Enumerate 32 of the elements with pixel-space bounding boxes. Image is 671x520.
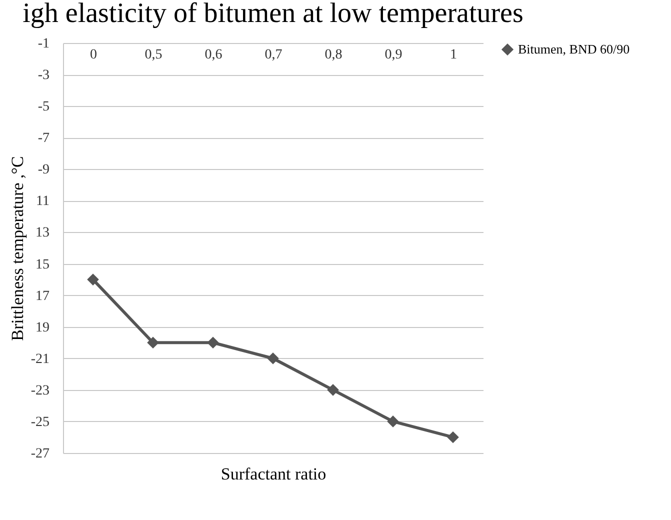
y-tick-label: 15 xyxy=(36,257,50,272)
x-tick-label: 0,8 xyxy=(324,48,342,62)
point xyxy=(387,416,399,428)
y-tick-label: -3 xyxy=(38,68,50,84)
y-tick-label: -25 xyxy=(30,414,50,430)
x-tick-label: 0,9 xyxy=(384,48,402,62)
y-tick-label: -5 xyxy=(38,100,50,115)
y-tick-label: 11 xyxy=(36,194,50,210)
point xyxy=(87,274,99,286)
point xyxy=(147,336,159,349)
x-axis-title: Surfactant ratio xyxy=(220,464,326,484)
x-tick-label: 1 xyxy=(450,48,457,62)
y-tick-label: -1 xyxy=(38,36,50,52)
y-tick-label: -7 xyxy=(38,131,50,146)
point xyxy=(267,352,279,364)
y-tick-label: 13 xyxy=(36,226,50,241)
legend-label: Bitumen, BND 60/90 xyxy=(518,42,630,56)
chart-title: igh elasticity of bitumen at low temperatures xyxy=(22,0,524,29)
x-tick-label: 0,5 xyxy=(144,48,162,62)
point xyxy=(447,431,459,444)
y-tick-label: -9 xyxy=(38,162,50,178)
y-tick-label: -21 xyxy=(30,352,50,367)
x-tick-label: 0 xyxy=(90,48,97,62)
y-tick-label: -23 xyxy=(30,383,50,398)
y-axis-title: Brittleness temperature ,°C xyxy=(8,156,27,341)
y-tick-label: -27 xyxy=(30,446,50,462)
point xyxy=(207,336,219,349)
point xyxy=(327,384,339,396)
y-tick-label: 19 xyxy=(36,320,50,336)
x-tick-label: 0,7 xyxy=(264,48,282,62)
y-tick-label: 17 xyxy=(36,288,50,304)
x-tick-label: 0,6 xyxy=(204,48,222,62)
